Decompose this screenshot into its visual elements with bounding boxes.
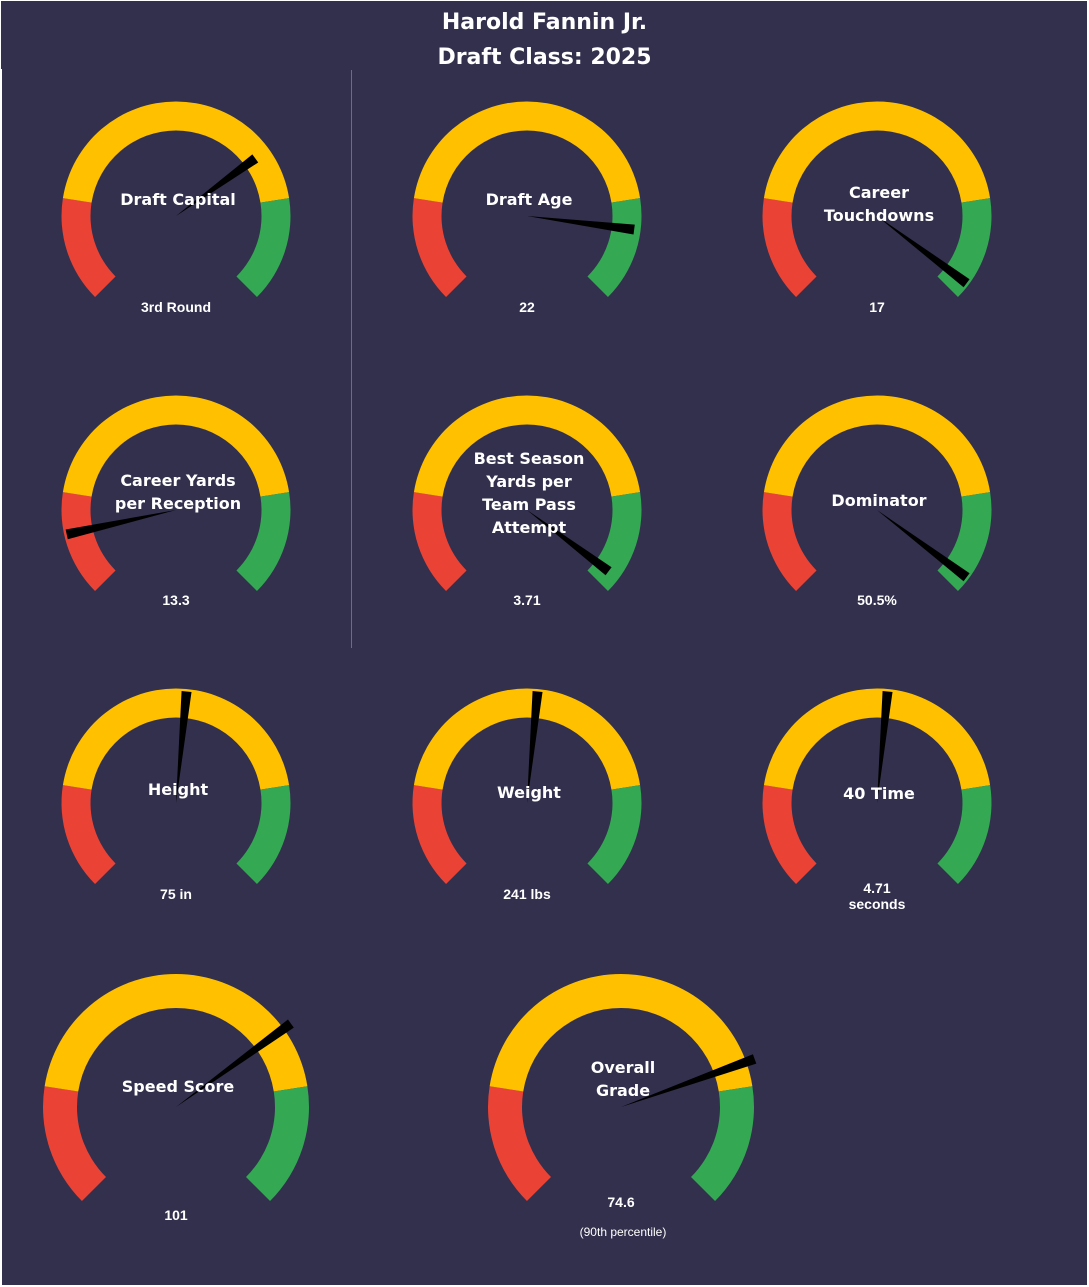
- gauge-yellow-band: [62, 688, 290, 790]
- gauge-yellow-band: [413, 395, 641, 497]
- gauge-red-band: [762, 785, 817, 884]
- gauge-label: Overall Grade: [590, 1058, 656, 1100]
- gauge-needle: [877, 216, 970, 288]
- gauge: [762, 395, 992, 591]
- gauge-needle: [621, 1054, 757, 1107]
- gauge-label: Speed Score: [121, 1076, 235, 1096]
- gauge-value: 101: [164, 1207, 188, 1223]
- gauge-label: Draft Age: [485, 189, 573, 209]
- gauge-red-band: [412, 198, 467, 297]
- gauge: [412, 688, 642, 884]
- gauge-label: Draft Capital: [120, 189, 236, 209]
- gauge-needle: [176, 691, 192, 803]
- gauge-red-band: [412, 492, 467, 591]
- gauge: [61, 101, 291, 297]
- gauge-yellow-band: [763, 395, 991, 497]
- gauge-yellow-band: [763, 101, 991, 203]
- gauge-red-band: [412, 785, 467, 884]
- left-edge-strip: [0, 69, 2, 1287]
- gauge-value: 50.5%: [857, 592, 897, 608]
- gauge-value: 75 in: [160, 886, 192, 902]
- player-name: Harold Fannin Jr.: [441, 10, 648, 35]
- gauge-red-band: [43, 1086, 106, 1202]
- gauge-green-band: [236, 492, 291, 591]
- gauge-red-band: [488, 1086, 551, 1202]
- draft-class: Draft Class: 2025: [437, 45, 652, 70]
- gauge-red-band: [61, 198, 116, 297]
- gauge: [61, 395, 291, 591]
- gauge: [43, 973, 309, 1202]
- gauge: [488, 974, 757, 1202]
- gauge-label: 40 Time: [843, 783, 915, 803]
- gauge-red-band: [762, 492, 817, 591]
- gauge-value: 74.6: [607, 1194, 635, 1210]
- gauge-yellow-band: [413, 688, 641, 790]
- gauge-value: 17: [869, 299, 885, 315]
- gauge-value: 13.3: [162, 592, 190, 608]
- gauge-needle: [877, 510, 970, 582]
- gauge-value: 22: [519, 299, 535, 315]
- gauge-label: Career Touchdowns: [823, 183, 935, 225]
- gauge-green-band: [691, 1086, 754, 1202]
- gauge-needle: [527, 216, 635, 235]
- gauge-yellow-band: [413, 101, 641, 203]
- gauge-yellow-band: [763, 688, 991, 790]
- gauge-red-band: [61, 785, 116, 884]
- gauge-green-band: [246, 1086, 309, 1202]
- gauge-label: Height: [147, 779, 209, 799]
- gauge-green-band: [236, 785, 291, 884]
- gauge-needle: [176, 1019, 294, 1107]
- gauge-green-band: [587, 198, 642, 297]
- gauge-label: Dominator: [831, 490, 927, 510]
- gauge-red-band: [61, 492, 116, 591]
- page-title: Harold Fannin Jr. Draft Class: 2025: [0, 5, 1089, 75]
- column-divider: [351, 70, 352, 648]
- gauge-needle: [877, 691, 893, 803]
- gauge-green-band: [937, 785, 992, 884]
- gauge-yellow-band: [44, 973, 308, 1092]
- gauge-green-band: [587, 785, 642, 884]
- gauge-yellow-band: [62, 101, 290, 203]
- gauge: [412, 101, 642, 297]
- gauge-percentile: (90th percentile): [579, 1225, 667, 1239]
- gauge-value: 3rd Round: [141, 299, 211, 315]
- gauge-yellow-band: [489, 974, 753, 1092]
- gauge-needle: [176, 154, 259, 216]
- gauge-label: Weight: [497, 782, 561, 802]
- gauge-red-band: [762, 198, 817, 297]
- gauge: [412, 395, 642, 591]
- gauge: [762, 101, 992, 297]
- gauge-yellow-band: [62, 395, 290, 497]
- gauge-label: Career Yards per Reception: [114, 471, 242, 513]
- gauge-label: Best Season Yards per Team Pass Attempt: [473, 449, 585, 537]
- gauge-needle: [527, 691, 543, 803]
- gauge: [61, 688, 291, 884]
- gauge-needle: [65, 510, 176, 540]
- gauge: [762, 688, 992, 884]
- gauge-value: 3.71: [513, 592, 541, 608]
- gauge-value: 241 lbs: [503, 886, 551, 902]
- gauge-value: 4.71 seconds: [848, 880, 906, 912]
- gauge-green-band: [236, 198, 291, 297]
- gauge-needle: [527, 510, 612, 576]
